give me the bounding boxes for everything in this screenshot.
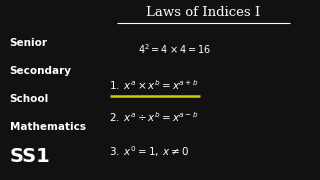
Text: Laws of Indices I: Laws of Indices I	[146, 6, 260, 19]
Text: SS1: SS1	[10, 147, 50, 166]
Text: $4^2 = 4 \times 4 = 16$: $4^2 = 4 \times 4 = 16$	[138, 42, 211, 55]
Text: $2.\;x^a \div x^b = x^{a-b}$: $2.\;x^a \div x^b = x^{a-b}$	[109, 110, 198, 124]
Text: Secondary: Secondary	[10, 66, 72, 76]
Text: Senior: Senior	[10, 38, 48, 48]
Text: Mathematics: Mathematics	[10, 122, 86, 132]
Text: $3.\;x^0 = 1,\; x \neq 0$: $3.\;x^0 = 1,\; x \neq 0$	[109, 144, 189, 159]
Text: $1.\;x^a \times x^b = x^{a+b}$: $1.\;x^a \times x^b = x^{a+b}$	[109, 78, 198, 91]
Text: School: School	[10, 94, 49, 104]
